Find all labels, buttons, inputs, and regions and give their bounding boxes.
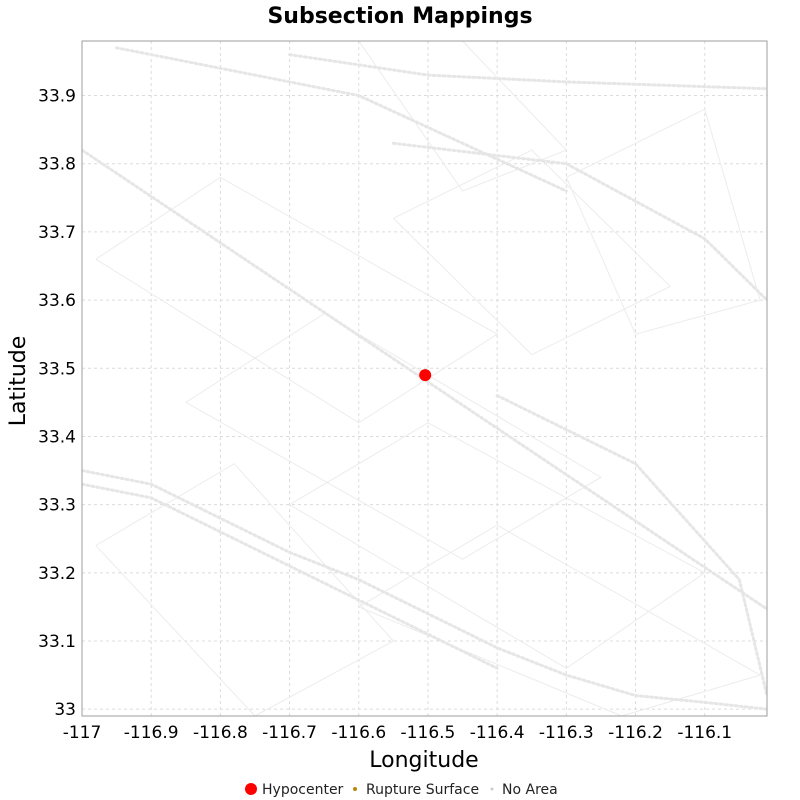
fault-trace bbox=[495, 394, 767, 698]
background-faults bbox=[82, 41, 767, 716]
hypocenter-point bbox=[419, 369, 432, 382]
y-tick-label: 33 bbox=[54, 700, 76, 720]
chart-title: Subsection Mappings bbox=[267, 4, 532, 29]
x-tick-label: -116.8 bbox=[193, 723, 248, 743]
legend-marker-hypocenter bbox=[245, 783, 257, 795]
legend-label-rupture-surface: Rupture Surface bbox=[366, 782, 479, 798]
x-tick-label: -116.4 bbox=[470, 723, 525, 743]
y-tick-label: 33.2 bbox=[38, 564, 76, 584]
y-tick-label: 33.4 bbox=[38, 427, 76, 447]
y-tick-label: 33.1 bbox=[38, 632, 76, 652]
x-axis-title: Longitude bbox=[369, 748, 478, 773]
y-tick-label: 33.8 bbox=[38, 155, 76, 175]
fault-block-outline bbox=[95, 463, 395, 716]
x-tick-label: -116.9 bbox=[124, 723, 179, 743]
fault-block-outline bbox=[393, 149, 671, 356]
legend-label-no-area: No Area bbox=[502, 782, 558, 798]
legend-label-hypocenter: Hypocenter bbox=[262, 782, 344, 798]
x-tick-label: -116.3 bbox=[539, 723, 594, 743]
x-tick-label: -116.7 bbox=[262, 723, 317, 743]
y-tick-label: 33.5 bbox=[38, 359, 76, 379]
fault-block-outline bbox=[95, 176, 499, 424]
x-tick-label: -116.2 bbox=[608, 723, 663, 743]
x-tick-label: -117 bbox=[63, 723, 102, 743]
fault-trace bbox=[82, 148, 767, 611]
y-tick-label: 33.6 bbox=[38, 291, 76, 311]
fault-trace bbox=[391, 141, 767, 302]
fault-trace bbox=[82, 482, 499, 670]
fault-block-outline bbox=[185, 313, 602, 560]
legend-marker-no-area bbox=[490, 787, 494, 791]
legend-marker-rupture-surface bbox=[353, 787, 357, 791]
fault-block-outline bbox=[358, 524, 762, 716]
fault-trace bbox=[115, 46, 568, 193]
x-tick-label: -116.5 bbox=[401, 723, 456, 743]
fault-block-outline bbox=[565, 108, 761, 335]
x-tick-label: -116.6 bbox=[331, 723, 386, 743]
fault-block-outline bbox=[358, 41, 568, 192]
y-tick-label: 33.3 bbox=[38, 496, 76, 516]
y-tick-label: 33.9 bbox=[38, 87, 76, 107]
x-tick-label: -116.1 bbox=[677, 723, 732, 743]
fault-trace bbox=[288, 53, 767, 91]
fault-trace bbox=[82, 469, 767, 711]
y-tick-label: 33.7 bbox=[38, 223, 76, 243]
plot-frame bbox=[81, 40, 768, 717]
fault-block-outline bbox=[289, 422, 706, 669]
y-axis-title: Latitude bbox=[6, 336, 31, 427]
